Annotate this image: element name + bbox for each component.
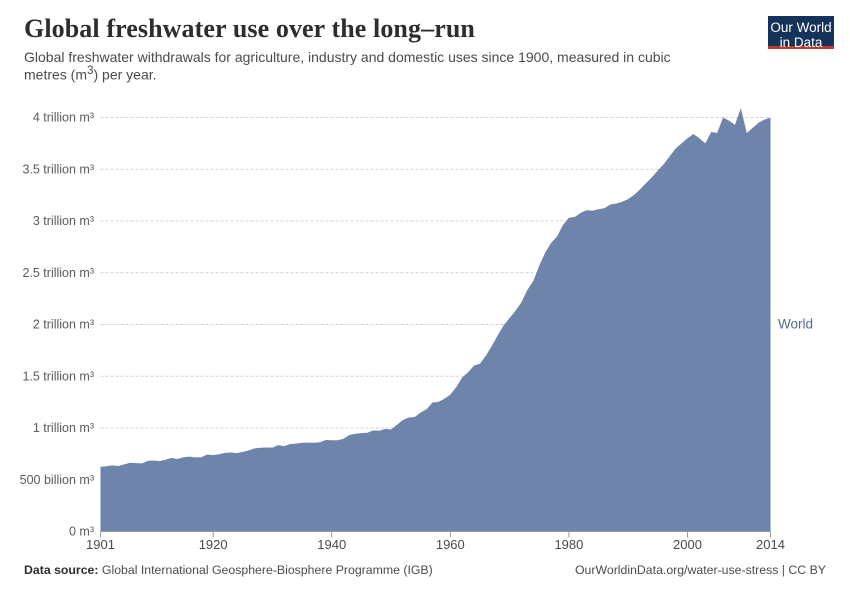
svg-text:3.5 trillion m³: 3.5 trillion m³ [22,162,94,176]
svg-text:1 trillion m³: 1 trillion m³ [33,421,94,435]
svg-text:2.5 trillion m³: 2.5 trillion m³ [22,266,94,280]
svg-text:500 billion m³: 500 billion m³ [20,473,94,487]
svg-text:4 trillion m³: 4 trillion m³ [33,111,94,125]
svg-text:1920: 1920 [199,537,228,552]
svg-text:1980: 1980 [554,537,583,552]
svg-text:1901: 1901 [86,537,115,552]
svg-text:2 trillion m³: 2 trillion m³ [33,318,94,332]
svg-text:1960: 1960 [436,537,465,552]
svg-text:1940: 1940 [317,537,346,552]
svg-text:2014: 2014 [756,537,785,552]
svg-text:2000: 2000 [673,537,702,552]
svg-text:3 trillion m³: 3 trillion m³ [33,214,94,228]
svg-text:1.5 trillion m³: 1.5 trillion m³ [22,369,94,383]
svg-text:World: World [778,317,813,332]
